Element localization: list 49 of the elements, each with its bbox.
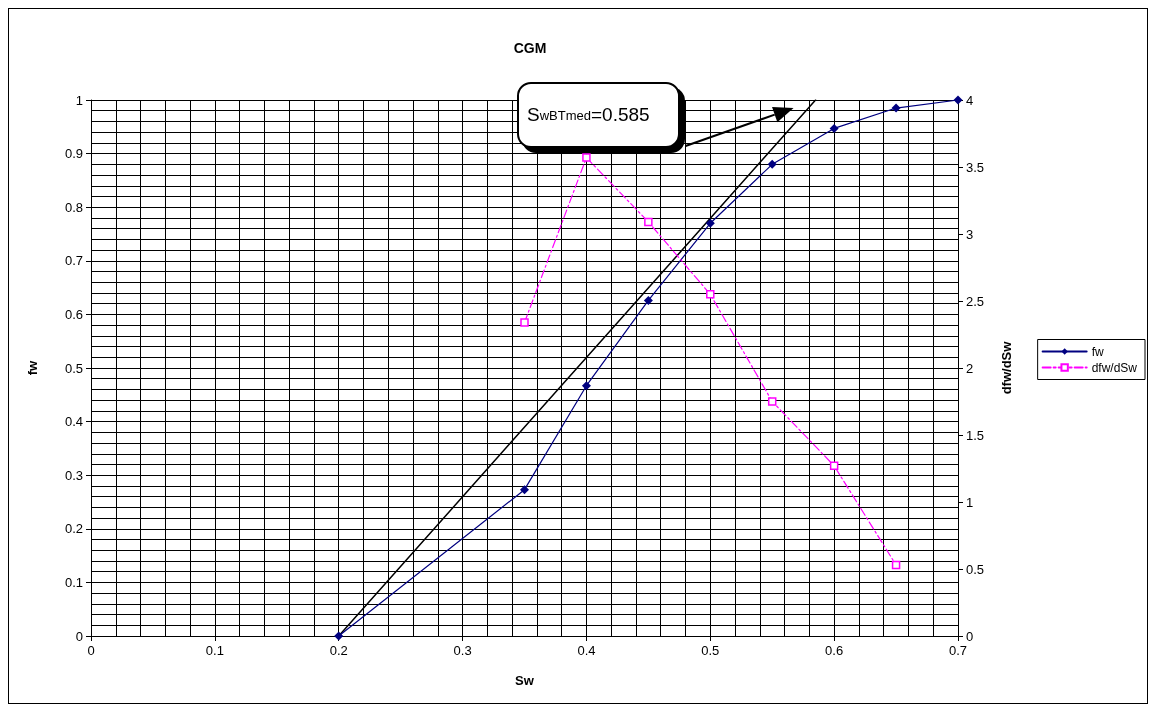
y-tick-label: 0.5 [64,360,83,376]
y2-tick-label: 4 [966,92,974,108]
y2-tick-label: 1 [966,494,974,510]
y2-tick-label: 3 [966,226,974,242]
y-tick-label: 0.3 [64,467,83,483]
legend-label: fw [1091,344,1104,359]
chart-title: CGM [513,40,547,56]
x-tick-label: 0.5 [701,643,720,658]
point [829,123,839,133]
y2-tick-label: 2 [966,360,974,376]
point [767,397,777,406]
y-tick-label: 0.9 [64,146,83,162]
point [334,631,344,641]
y2-tick-label: 3.5 [966,159,985,175]
x-tick-label: 0.1 [205,643,224,658]
y2-axis-title: dfw/dSw [999,340,1014,395]
x-tick-label: 0 [87,643,95,658]
x-axis-title: Sw [515,673,535,688]
y-tick-label: 0.6 [64,306,83,322]
point [520,318,529,327]
x-tick-label: 0.4 [577,643,596,658]
y2-tick-label: 2.5 [966,293,985,309]
point [705,218,715,228]
y2-tick-label: 0 [966,628,974,644]
y-tick-label: 0 [75,628,83,644]
y-tick-label: 0.2 [64,521,83,537]
y2-tick-label: 0.5 [966,561,985,577]
point [706,290,715,299]
legend-label: dfw/dSw [1091,360,1138,375]
y-tick-label: 0.1 [64,574,83,590]
point [582,153,591,162]
x-tick-label: 0.6 [825,643,844,658]
point [891,103,901,113]
point [829,461,839,471]
point [644,217,653,227]
x-tick-label: 0.7 [948,643,968,658]
x-tick-label: 0.3 [453,643,472,658]
y-tick-label: 0.8 [64,199,83,215]
point [767,159,777,169]
y-tick-label: 1 [75,92,83,108]
y2-tick-label: 1.5 [966,427,985,443]
point [891,560,901,570]
y-axis-title: fw [25,359,40,376]
point [520,485,529,495]
y-tick-label: 0.7 [64,253,83,269]
point [643,295,653,305]
y-tick-label: 0.4 [64,414,83,430]
x-tick-label: 0.2 [329,643,348,658]
point [581,381,591,391]
